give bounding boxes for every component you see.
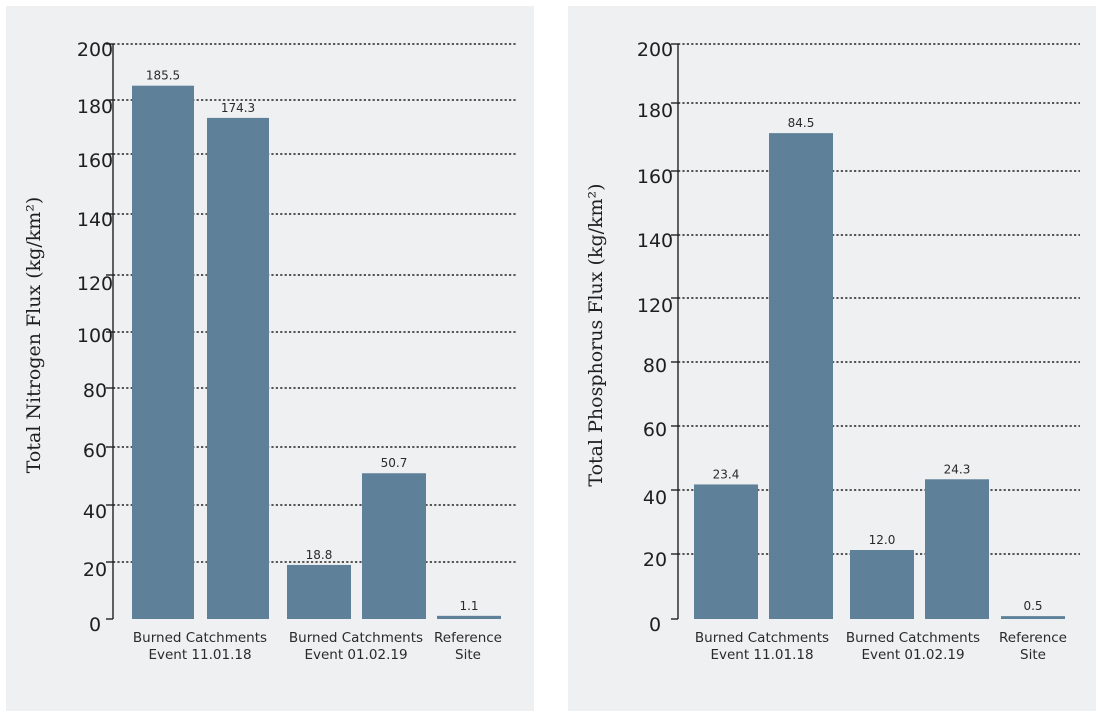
phosphorus-data-label: 23.4 xyxy=(713,467,740,481)
nitrogen-bar xyxy=(132,85,194,619)
nitrogen-category-label: Reference Site xyxy=(434,630,502,663)
nitrogen-data-label: 174.3 xyxy=(221,101,255,115)
phosphorus-y-tick-label: 0 xyxy=(649,614,661,636)
nitrogen-y-tick-label: 60 xyxy=(83,440,107,462)
phosphorus-data-label: 12.0 xyxy=(869,533,896,547)
nitrogen-bar xyxy=(207,117,269,619)
phosphorus-y-tick-label: 20 xyxy=(643,549,667,571)
nitrogen-y-tick-label: 100 xyxy=(77,325,113,347)
nitrogen-data-label: 185.5 xyxy=(146,69,180,83)
nitrogen-flux-chart: 0 20 40 60 80 100 120 140 160 180 200 185.5 174.3 18.… xyxy=(23,39,516,663)
phosphorus-category-label: Burned Catchments Event 01.02.19 xyxy=(846,630,980,663)
phosphorus-y-tick-label: 80 xyxy=(643,355,667,377)
nitrogen-data-label: 50.7 xyxy=(381,456,408,470)
nitrogen-y-axis-title: Total Nitrogen Flux (kg/km²) xyxy=(23,197,45,474)
phosphorus-bar xyxy=(1001,616,1065,619)
nitrogen-y-tick-label: 160 xyxy=(77,150,113,172)
left-panel-background xyxy=(6,6,534,711)
phosphorus-bar xyxy=(769,133,833,619)
phosphorus-y-tick-label: 120 xyxy=(637,295,673,317)
nitrogen-y-tick-label: 20 xyxy=(83,559,107,581)
phosphorus-y-tick-label: 140 xyxy=(637,230,673,252)
nitrogen-bar xyxy=(437,615,501,619)
nitrogen-y-tick-label: 40 xyxy=(83,501,107,523)
phosphorus-category-label: Burned Catchments Event 11.01.18 xyxy=(695,630,829,663)
nitrogen-bar xyxy=(287,564,351,619)
nitrogen-data-label: 1.1 xyxy=(459,599,478,613)
nitrogen-y-tick-label: 120 xyxy=(77,273,113,295)
phosphorus-data-label: 0.5 xyxy=(1023,599,1042,613)
phosphorus-data-label: 24.3 xyxy=(944,462,971,476)
phosphorus-y-tick-label: 40 xyxy=(643,487,667,509)
nitrogen-y-tick-label: 200 xyxy=(77,39,113,61)
phosphorus-y-tick-label: 180 xyxy=(637,100,673,122)
phosphorus-bar xyxy=(694,484,758,619)
nitrogen-y-tick-label: 80 xyxy=(83,380,107,402)
nitrogen-category-label: Burned Catchments Event 11.01.18 xyxy=(133,630,267,663)
nitrogen-category-label: Burned Catchments Event 01.02.19 xyxy=(289,630,423,663)
phosphorus-bar xyxy=(850,550,914,619)
phosphorus-y-tick-label: 60 xyxy=(643,419,667,441)
phosphorus-y-tick-label: 160 xyxy=(637,166,673,188)
phosphorus-y-tick-label: 200 xyxy=(637,39,673,61)
phosphorus-category-label: Reference Site xyxy=(999,630,1067,663)
nitrogen-bar xyxy=(362,473,426,619)
nitrogen-y-tick-label: 180 xyxy=(77,96,113,118)
phosphorus-bar xyxy=(925,479,989,619)
phosphorus-y-axis-title: Total Phosphorus Flux (kg/km²) xyxy=(585,183,607,486)
phosphorus-flux-chart: 0 20 40 60 80 120 140 160 180 200 23.4 84.5 12.0 24.3… xyxy=(585,39,1080,663)
nitrogen-data-label: 18.8 xyxy=(306,548,333,562)
nitrogen-y-tick-label: 0 xyxy=(89,614,101,636)
nitrogen-y-tick-label: 140 xyxy=(77,209,113,231)
phosphorus-data-label: 84.5 xyxy=(788,116,815,130)
